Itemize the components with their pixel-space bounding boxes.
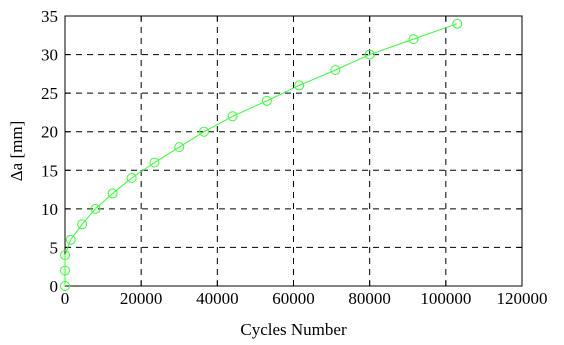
series-markers <box>60 18 463 291</box>
x-tick-label: 80000 <box>348 289 391 308</box>
data-point <box>65 234 76 245</box>
data-point <box>77 219 88 230</box>
x-tick-label: 20000 <box>120 289 163 308</box>
plot-frame <box>64 15 523 287</box>
data-point <box>60 250 70 261</box>
grid <box>65 16 522 286</box>
y-tick-label: 30 <box>41 46 58 65</box>
data-point <box>60 281 70 291</box>
data-point <box>174 142 185 153</box>
y-tick-label: 20 <box>41 123 58 142</box>
y-axis-label: Δa [mm] <box>7 121 26 182</box>
data-point <box>408 34 419 45</box>
x-tick-label: 0 <box>61 289 70 308</box>
y-tick-label: 15 <box>41 161 58 180</box>
series-line <box>64 23 458 286</box>
data-point <box>60 265 70 276</box>
data-point <box>261 95 272 106</box>
x-tick-label: 40000 <box>196 289 239 308</box>
y-tick-label: 10 <box>41 200 58 219</box>
y-tick-label: 35 <box>41 7 58 26</box>
x-tick-label: 100000 <box>420 289 471 308</box>
x-axis-label: Cycles Number <box>240 320 347 339</box>
data-point <box>227 111 238 122</box>
data-point <box>90 203 101 214</box>
data-point <box>364 49 375 60</box>
data-point <box>294 80 305 91</box>
data-point <box>107 188 118 199</box>
y-tick-labels: 0 5 10 15 20 25 30 35 <box>41 7 58 296</box>
y-tick-label: 25 <box>41 84 58 103</box>
data-point <box>452 18 463 29</box>
x-tick-labels: 0 20000 40000 60000 80000 100000 120000 <box>61 289 548 308</box>
data-point <box>126 173 137 183</box>
y-tick-label: 0 <box>50 277 59 296</box>
y-tick-label: 5 <box>50 238 59 257</box>
data-point <box>199 126 210 137</box>
x-tick-label: 60000 <box>272 289 315 308</box>
x-tick-label: 120000 <box>497 289 548 308</box>
data-point <box>149 157 160 168</box>
data-point <box>330 65 341 75</box>
